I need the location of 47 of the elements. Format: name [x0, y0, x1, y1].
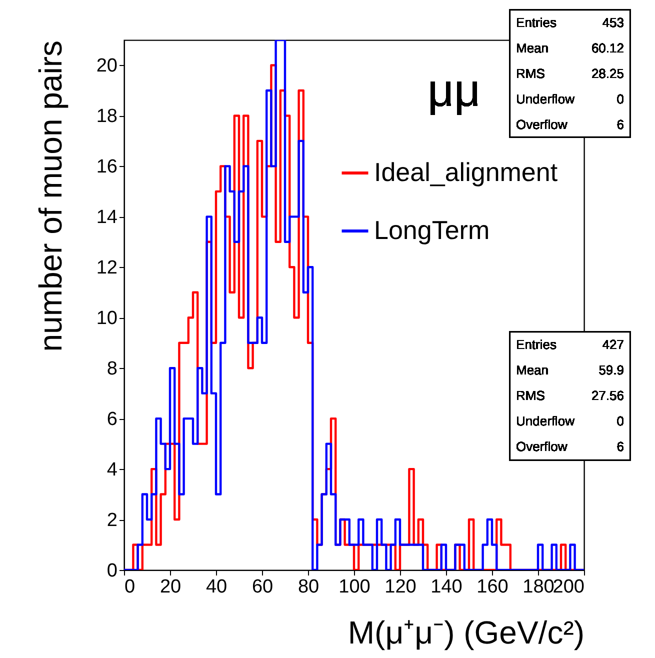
x-tick-label: 60 [252, 576, 274, 598]
text: 6 [616, 117, 624, 132]
x-tick-label: 40 [206, 576, 228, 598]
x-axis-title: M(μ⁺μ⁻) (GeV/c²) [348, 614, 584, 650]
y-tick-label: 18 [96, 106, 118, 128]
annotation: Overflow [516, 439, 568, 454]
y-axis-title: number of muon pairs [32, 40, 68, 352]
text: 0 [616, 92, 624, 106]
y-tick-label: 4 [106, 460, 118, 481]
text: 0 [616, 414, 624, 428]
text: 27.56 [591, 388, 624, 403]
y-tick-label: 12 [96, 258, 118, 279]
text: Entries [516, 15, 557, 30]
annotation: Entries [516, 337, 557, 352]
text: 6 [616, 439, 624, 454]
x-tick-label: 200 [552, 576, 584, 598]
y-tick-label: 14 [96, 207, 118, 228]
annotation: RMS [516, 66, 546, 81]
legend-label: LongTerm [374, 215, 490, 245]
annotation: Mean [516, 362, 549, 378]
legend-label: Ideal_alignment [374, 157, 558, 187]
text: 427 [602, 337, 624, 352]
text: 59.9 [598, 362, 624, 378]
x-tick-label: 140 [430, 576, 462, 598]
annotation: Overflow [516, 117, 568, 132]
annotation: μμ [427, 64, 481, 116]
text: 28.25 [591, 66, 624, 81]
x-tick-label: 120 [384, 576, 416, 598]
x-tick-label: 100 [338, 576, 370, 598]
x-tick-label: 180 [522, 576, 554, 598]
y-tick-label: 16 [96, 156, 118, 178]
annotation: Underflow [516, 92, 576, 106]
y-tick-label: 2 [106, 510, 118, 532]
x-tick-label: 0 [124, 576, 136, 598]
x-tick-label: 160 [476, 576, 508, 598]
annotation: RMS [516, 388, 546, 403]
annotation: Underflow [516, 414, 576, 428]
y-tick-label: 20 [96, 56, 118, 77]
text: 60.12 [591, 40, 624, 56]
y-tick-label: 8 [106, 358, 118, 380]
x-tick-label: 80 [298, 576, 320, 598]
text: 453 [602, 15, 624, 30]
y-tick-label: 0 [106, 560, 118, 582]
y-tick-label: 6 [106, 409, 118, 430]
y-tick-label: 10 [96, 308, 118, 330]
x-tick-label: 20 [160, 576, 182, 598]
annotation: Mean [516, 40, 549, 56]
